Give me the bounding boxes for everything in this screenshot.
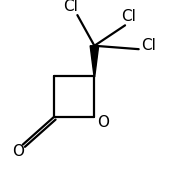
Text: O: O bbox=[12, 144, 24, 159]
Polygon shape bbox=[90, 46, 99, 76]
Text: O: O bbox=[97, 115, 109, 130]
Text: Cl: Cl bbox=[121, 9, 136, 24]
Text: Cl: Cl bbox=[141, 38, 156, 53]
Text: Cl: Cl bbox=[63, 0, 78, 14]
